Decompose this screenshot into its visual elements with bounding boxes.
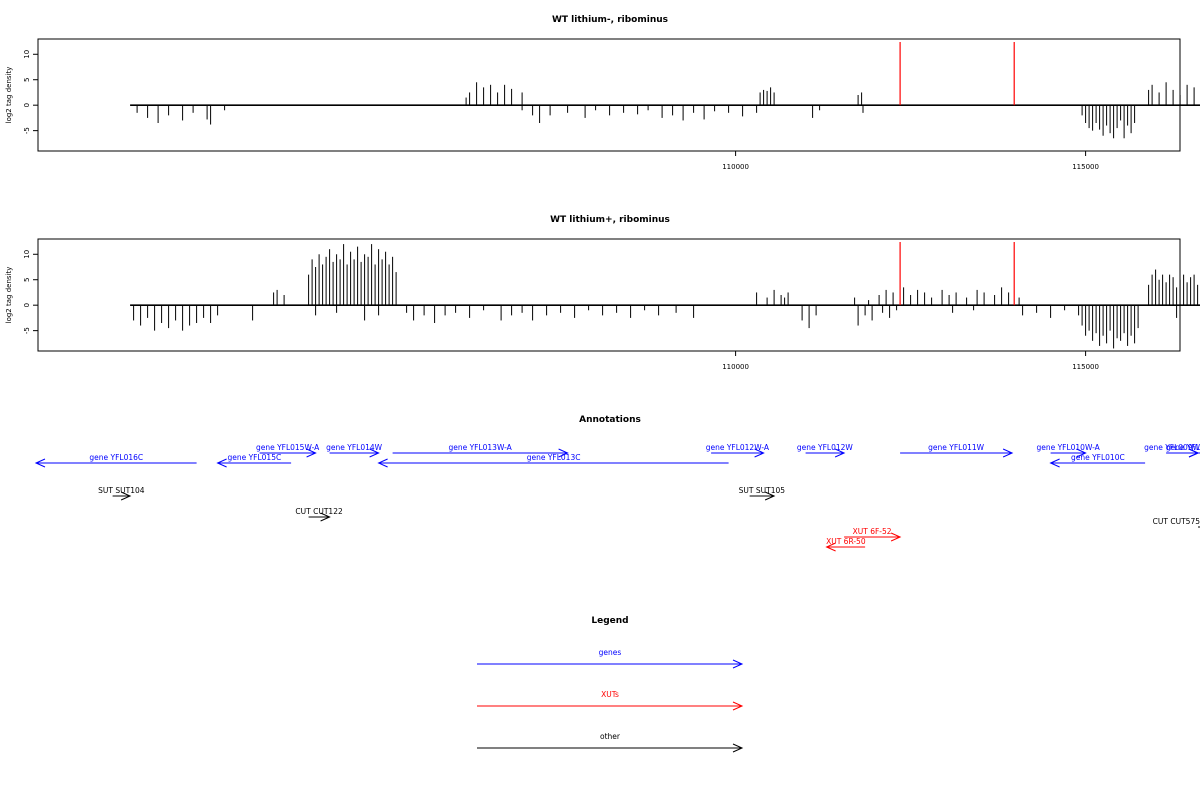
annotation-arrow-head — [1002, 448, 1014, 458]
panel-title: WT lithium-, ribominus — [552, 15, 668, 25]
annotation-label: gene YFL010W-A — [1036, 443, 1100, 452]
annotation-label: gene YFL013W-A — [448, 443, 512, 452]
annotation-gene-yfl013c: gene YFL013C — [377, 453, 729, 468]
x-tick-label: 115000 — [1072, 163, 1099, 171]
annotation-arrow-head — [754, 448, 765, 458]
legend-label: genes — [599, 648, 622, 657]
y-tick-label: -5 — [23, 327, 31, 334]
legend-title: Legend — [591, 616, 628, 626]
annotation-sut-sut104: SUT SUT104 — [98, 486, 145, 501]
annotation-cut-cut575: CUT CUT575 — [1153, 517, 1200, 528]
annotation-label: gene YFL — [1166, 443, 1200, 452]
annotation-label: gene YFL012W — [797, 443, 854, 452]
annotation-gene-yfl014w: gene YFL014W — [326, 443, 383, 458]
y-tick-label: 0 — [23, 103, 31, 107]
annotation-arrow-head — [320, 512, 331, 522]
annotation-gene-yfl010c: gene YFL010C — [1049, 453, 1146, 468]
x-tick-label: 110000 — [722, 363, 749, 371]
x-tick-label: 110000 — [722, 163, 749, 171]
plot-frame — [37, 38, 1181, 152]
annotation-label: gene YFL015C — [227, 453, 281, 462]
annotation-label: gene YFL016C — [89, 453, 143, 462]
annotation-gene-yfl016c: gene YFL016C — [34, 453, 197, 468]
panel-title: WT lithium+, ribominus — [550, 215, 670, 225]
annotation-label: CUT CUT575 — [1153, 517, 1200, 526]
annotation-gene-yfl012w-a: gene YFL012W-A — [706, 443, 770, 458]
legend-label: other — [600, 732, 621, 741]
annotation-arrow-head — [834, 448, 846, 458]
legend-arrow-head — [732, 701, 744, 711]
x-tick-label: 115000 — [1072, 363, 1099, 371]
annotation-gene-yfl015c: gene YFL015C — [216, 453, 292, 468]
y-tick-label: 10 — [23, 250, 31, 259]
annotation-label: XUT 6R-50 — [826, 537, 866, 546]
annotation-label: gene YFL009W — [1144, 443, 1200, 452]
annotation-label: gene YFL014W — [326, 443, 383, 452]
legend-arrow-head — [732, 743, 744, 753]
annotation-arrow-head — [120, 491, 132, 501]
annotation-xut-6f-52: XUT 6F-52 — [844, 527, 902, 542]
annotations-title: Annotations — [579, 415, 641, 425]
annotation-arrow-head — [34, 458, 46, 468]
y-axis-label: log2 tag density — [5, 67, 13, 124]
annotation-arrow-head — [1049, 458, 1060, 468]
y-axis-label: log2 tag density — [5, 267, 13, 324]
annotation-arrow-head — [369, 448, 380, 458]
annotation-label: XUT 6F-52 — [853, 527, 892, 536]
track-panel-lithium-minus: WT lithium-, ribominus log2 tag density -5… — [5, 15, 1200, 171]
annotation-arrow-head — [306, 448, 317, 458]
annotation-label: gene YFL012W-A — [706, 443, 770, 452]
legend-item-xuts: XUTs — [477, 690, 744, 711]
annotation-label: gene YFL013C — [527, 453, 581, 462]
legend-panel: Legend genes XUTs other — [477, 616, 744, 753]
y-tick-label: 0 — [23, 303, 31, 307]
annotation-arrow-head — [825, 542, 836, 552]
annotation-gene-yfl015w-a: gene YFL015W-A — [256, 443, 320, 458]
annotation-label: SUT SUT104 — [98, 486, 145, 495]
y-tick-label: -5 — [23, 127, 31, 134]
annotation-xut-6r-50: XUT 6R-50 — [825, 537, 866, 552]
annotation-label: CUT CUT122 — [295, 507, 343, 516]
annotation-label: SUT SUT105 — [739, 486, 786, 495]
annotation-gene-yfl: gene YFL — [1166, 443, 1200, 458]
annotation-arrow-head — [890, 532, 902, 542]
annotation-arrow-head — [1076, 448, 1087, 458]
legend-item-genes: genes — [477, 648, 744, 669]
annotation-gene-yfl013w-a: gene YFL013W-A — [392, 443, 569, 458]
y-tick-label: 5 — [23, 77, 31, 81]
legend-arrow-head — [732, 659, 744, 669]
annotation-arrow-head — [764, 491, 776, 501]
legend-items: genes XUTs other — [477, 648, 744, 753]
track-panel-lithium-plus: WT lithium+, ribominus log2 tag density -5… — [5, 215, 1200, 371]
annotation-gene-yfl012w: gene YFL012W — [797, 443, 854, 458]
legend-label: XUTs — [601, 690, 619, 699]
y-tick-label: 5 — [23, 277, 31, 281]
annotation-cut-cut122: CUT CUT122 — [295, 507, 343, 522]
legend-item-other: other — [477, 732, 744, 753]
annotation-gene-yfl010w-a: gene YFL010W-A — [1036, 443, 1101, 458]
annotation-sut-sut105: SUT SUT105 — [739, 486, 786, 501]
annotation-arrow-head — [377, 458, 388, 468]
annotation-gene-yfl011w: gene YFL011W — [900, 443, 1014, 458]
y-tick-label: 10 — [23, 50, 31, 59]
annotation-arrow-head — [558, 448, 569, 458]
annotation-label: gene YFL010C — [1071, 453, 1125, 462]
annotation-label: gene YFL011W — [928, 443, 985, 452]
annotation-arrow-head — [216, 458, 227, 468]
annotation-arrow-head — [1188, 448, 1200, 458]
annotation-label: gene YFL015W-A — [256, 443, 320, 452]
